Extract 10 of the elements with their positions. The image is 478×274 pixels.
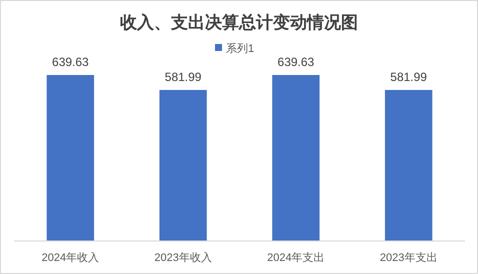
data-label: 639.63 xyxy=(278,55,315,69)
chart-title: 收入、支出决算总计变动情况图 xyxy=(120,13,358,32)
x-tick-label: 2023年收入 xyxy=(154,251,212,264)
legend-label: 系列1 xyxy=(226,42,254,55)
x-tick-label: 2023年支出 xyxy=(380,251,438,264)
x-tick-label: 2024年支出 xyxy=(267,251,325,264)
data-label: 581.99 xyxy=(164,70,202,84)
data-label: 581.99 xyxy=(390,70,428,84)
data-label: 639.63 xyxy=(52,55,90,69)
x-tick-label: 2024年收入 xyxy=(42,251,100,264)
